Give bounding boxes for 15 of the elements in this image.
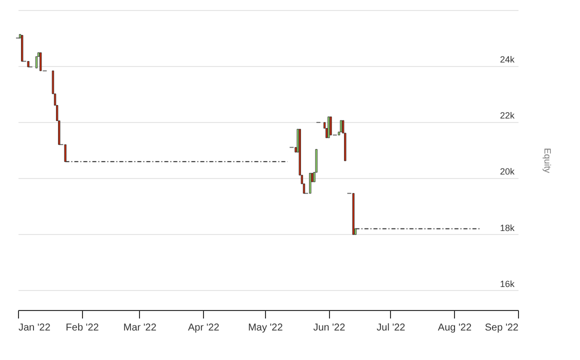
x-tick-label: Mar '22: [123, 322, 157, 334]
y-axis-title: Equity: [542, 148, 552, 174]
x-tick-label: Sep '22: [484, 322, 519, 334]
x-tick-label: Apr '22: [188, 322, 220, 334]
y-tick-label: 24k: [500, 54, 515, 65]
x-tick-label: May '22: [248, 322, 284, 334]
x-tick-label: Jan '22: [18, 322, 51, 334]
x-tick-label: Jul '22: [376, 322, 406, 334]
y-tick-label: 22k: [500, 110, 515, 121]
y-tick-label: 16k: [500, 278, 515, 289]
y-tick-label: 18k: [500, 222, 515, 233]
x-tick-label: Aug '22: [438, 322, 472, 334]
y-tick-label: 20k: [500, 166, 515, 177]
x-tick-label: Feb '22: [66, 322, 100, 334]
x-tick-label: Jun '22: [313, 322, 346, 334]
